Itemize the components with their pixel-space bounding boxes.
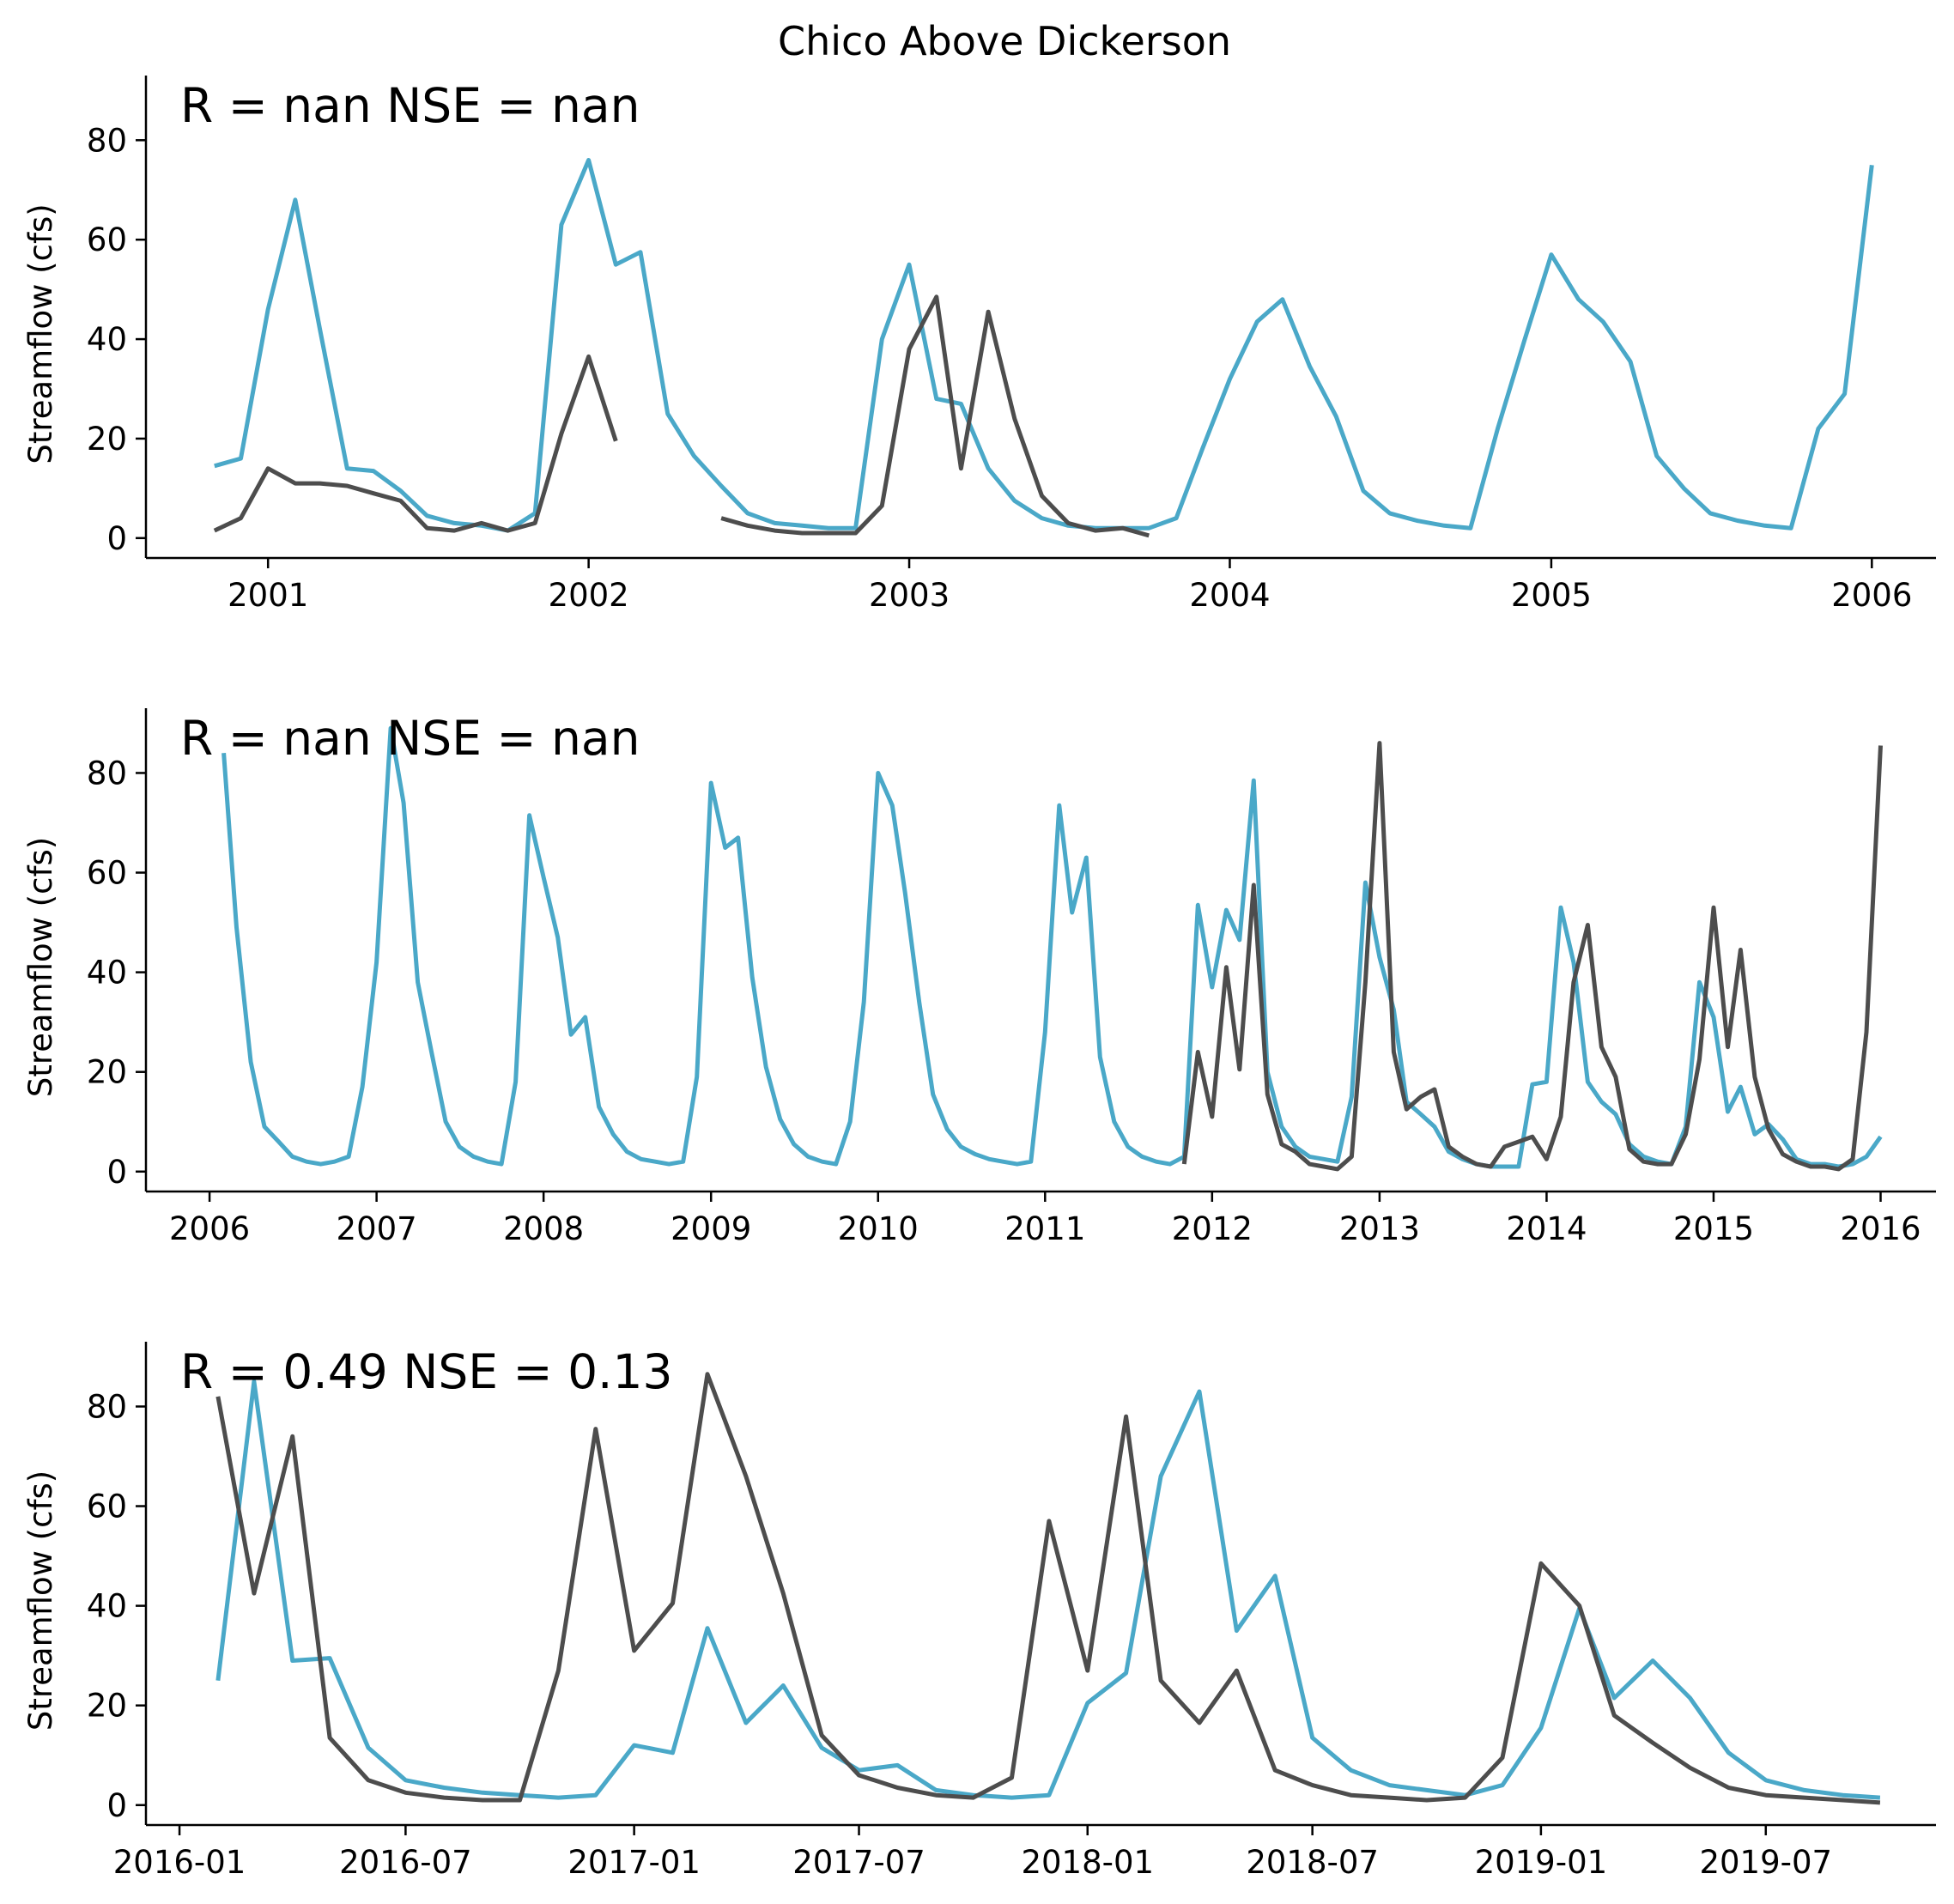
x-tick-label: 2014 — [1506, 1210, 1587, 1247]
observed-series-line — [215, 1372, 1881, 1805]
x-tick-label: 2015 — [1673, 1210, 1754, 1247]
x-tick-label: 2005 — [1511, 577, 1592, 614]
y-axis-label: Streamflow (cfs) — [22, 203, 59, 464]
x-tick-label: 2001 — [228, 577, 308, 614]
y-tick-label: 20 — [87, 1688, 127, 1725]
y-tick-label: 20 — [87, 1054, 127, 1091]
panel-1: 0 20 40 60 80 2001 2002 2003 2004 2005 2006 Streamf… — [22, 76, 1936, 614]
x-tick-label: 2009 — [671, 1210, 751, 1247]
observed-series-line — [213, 354, 618, 533]
metrics-annotation: R = nan NSE = nan — [180, 78, 640, 133]
panel-2: 0 20 40 60 80 2006 2007 2008 2009 2010 2011 2012 201… — [22, 708, 1936, 1247]
x-tick-label: 2018-01 — [1021, 1844, 1154, 1881]
x-tick-label: 2017-07 — [792, 1844, 925, 1881]
x-tick-label: 2013 — [1339, 1210, 1420, 1247]
x-tick-label: 2003 — [869, 577, 950, 614]
x-tick-label: 2007 — [337, 1210, 417, 1247]
x-tick-label: 2019-07 — [1699, 1844, 1832, 1881]
y-tick-label: 20 — [87, 421, 127, 458]
y-tick-label: 60 — [87, 855, 127, 892]
x-tick-label: 2012 — [1172, 1210, 1253, 1247]
y-tick-label: 40 — [87, 1588, 127, 1625]
x-tick-label: 2010 — [838, 1210, 919, 1247]
panel-3: 0 20 40 60 80 2016-01 2016-07 2017-01 2017-07 201… — [22, 1342, 1936, 1881]
y-tick-label: 80 — [87, 122, 127, 159]
y-axis-label: Streamflow (cfs) — [22, 837, 59, 1097]
figure-title: Chico Above Dickerson — [778, 18, 1231, 64]
y-tick-label: 60 — [87, 1489, 127, 1525]
x-tick-label: 2016-01 — [113, 1844, 246, 1881]
y-tick-label: 40 — [87, 955, 127, 991]
x-tick-label: 2004 — [1189, 577, 1270, 614]
x-tick-label: 2006 — [169, 1210, 250, 1247]
x-tick-label: 2006 — [1831, 577, 1912, 614]
simulated-series-line — [214, 158, 1874, 533]
x-tick-label: 2017-01 — [567, 1844, 701, 1881]
x-tick-label: 2016-07 — [339, 1844, 472, 1881]
metrics-annotation: R = nan NSE = nan — [180, 711, 640, 766]
x-tick-label: 2018-07 — [1246, 1844, 1379, 1881]
x-tick-label: 2008 — [503, 1210, 584, 1247]
x-tick-label: 2016 — [1840, 1210, 1921, 1247]
observed-series-line — [1181, 741, 1883, 1172]
y-tick-label: 0 — [106, 1154, 127, 1191]
y-tick-label: 60 — [87, 221, 127, 258]
metrics-annotation: R = 0.49 NSE = 0.13 — [180, 1344, 673, 1399]
simulated-series-line — [221, 725, 1883, 1169]
y-tick-label: 80 — [87, 1388, 127, 1425]
observed-series-line — [720, 294, 1150, 538]
y-tick-label: 0 — [106, 1787, 127, 1824]
y-tick-label: 0 — [106, 520, 127, 557]
x-tick-label: 2002 — [549, 577, 629, 614]
simulated-series-line — [215, 1379, 1881, 1800]
y-axis-label: Streamflow (cfs) — [22, 1470, 59, 1731]
y-tick-label: 80 — [87, 755, 127, 791]
y-tick-label: 40 — [87, 321, 127, 358]
x-tick-label: 2019-01 — [1475, 1844, 1608, 1881]
x-tick-label: 2011 — [1004, 1210, 1085, 1247]
